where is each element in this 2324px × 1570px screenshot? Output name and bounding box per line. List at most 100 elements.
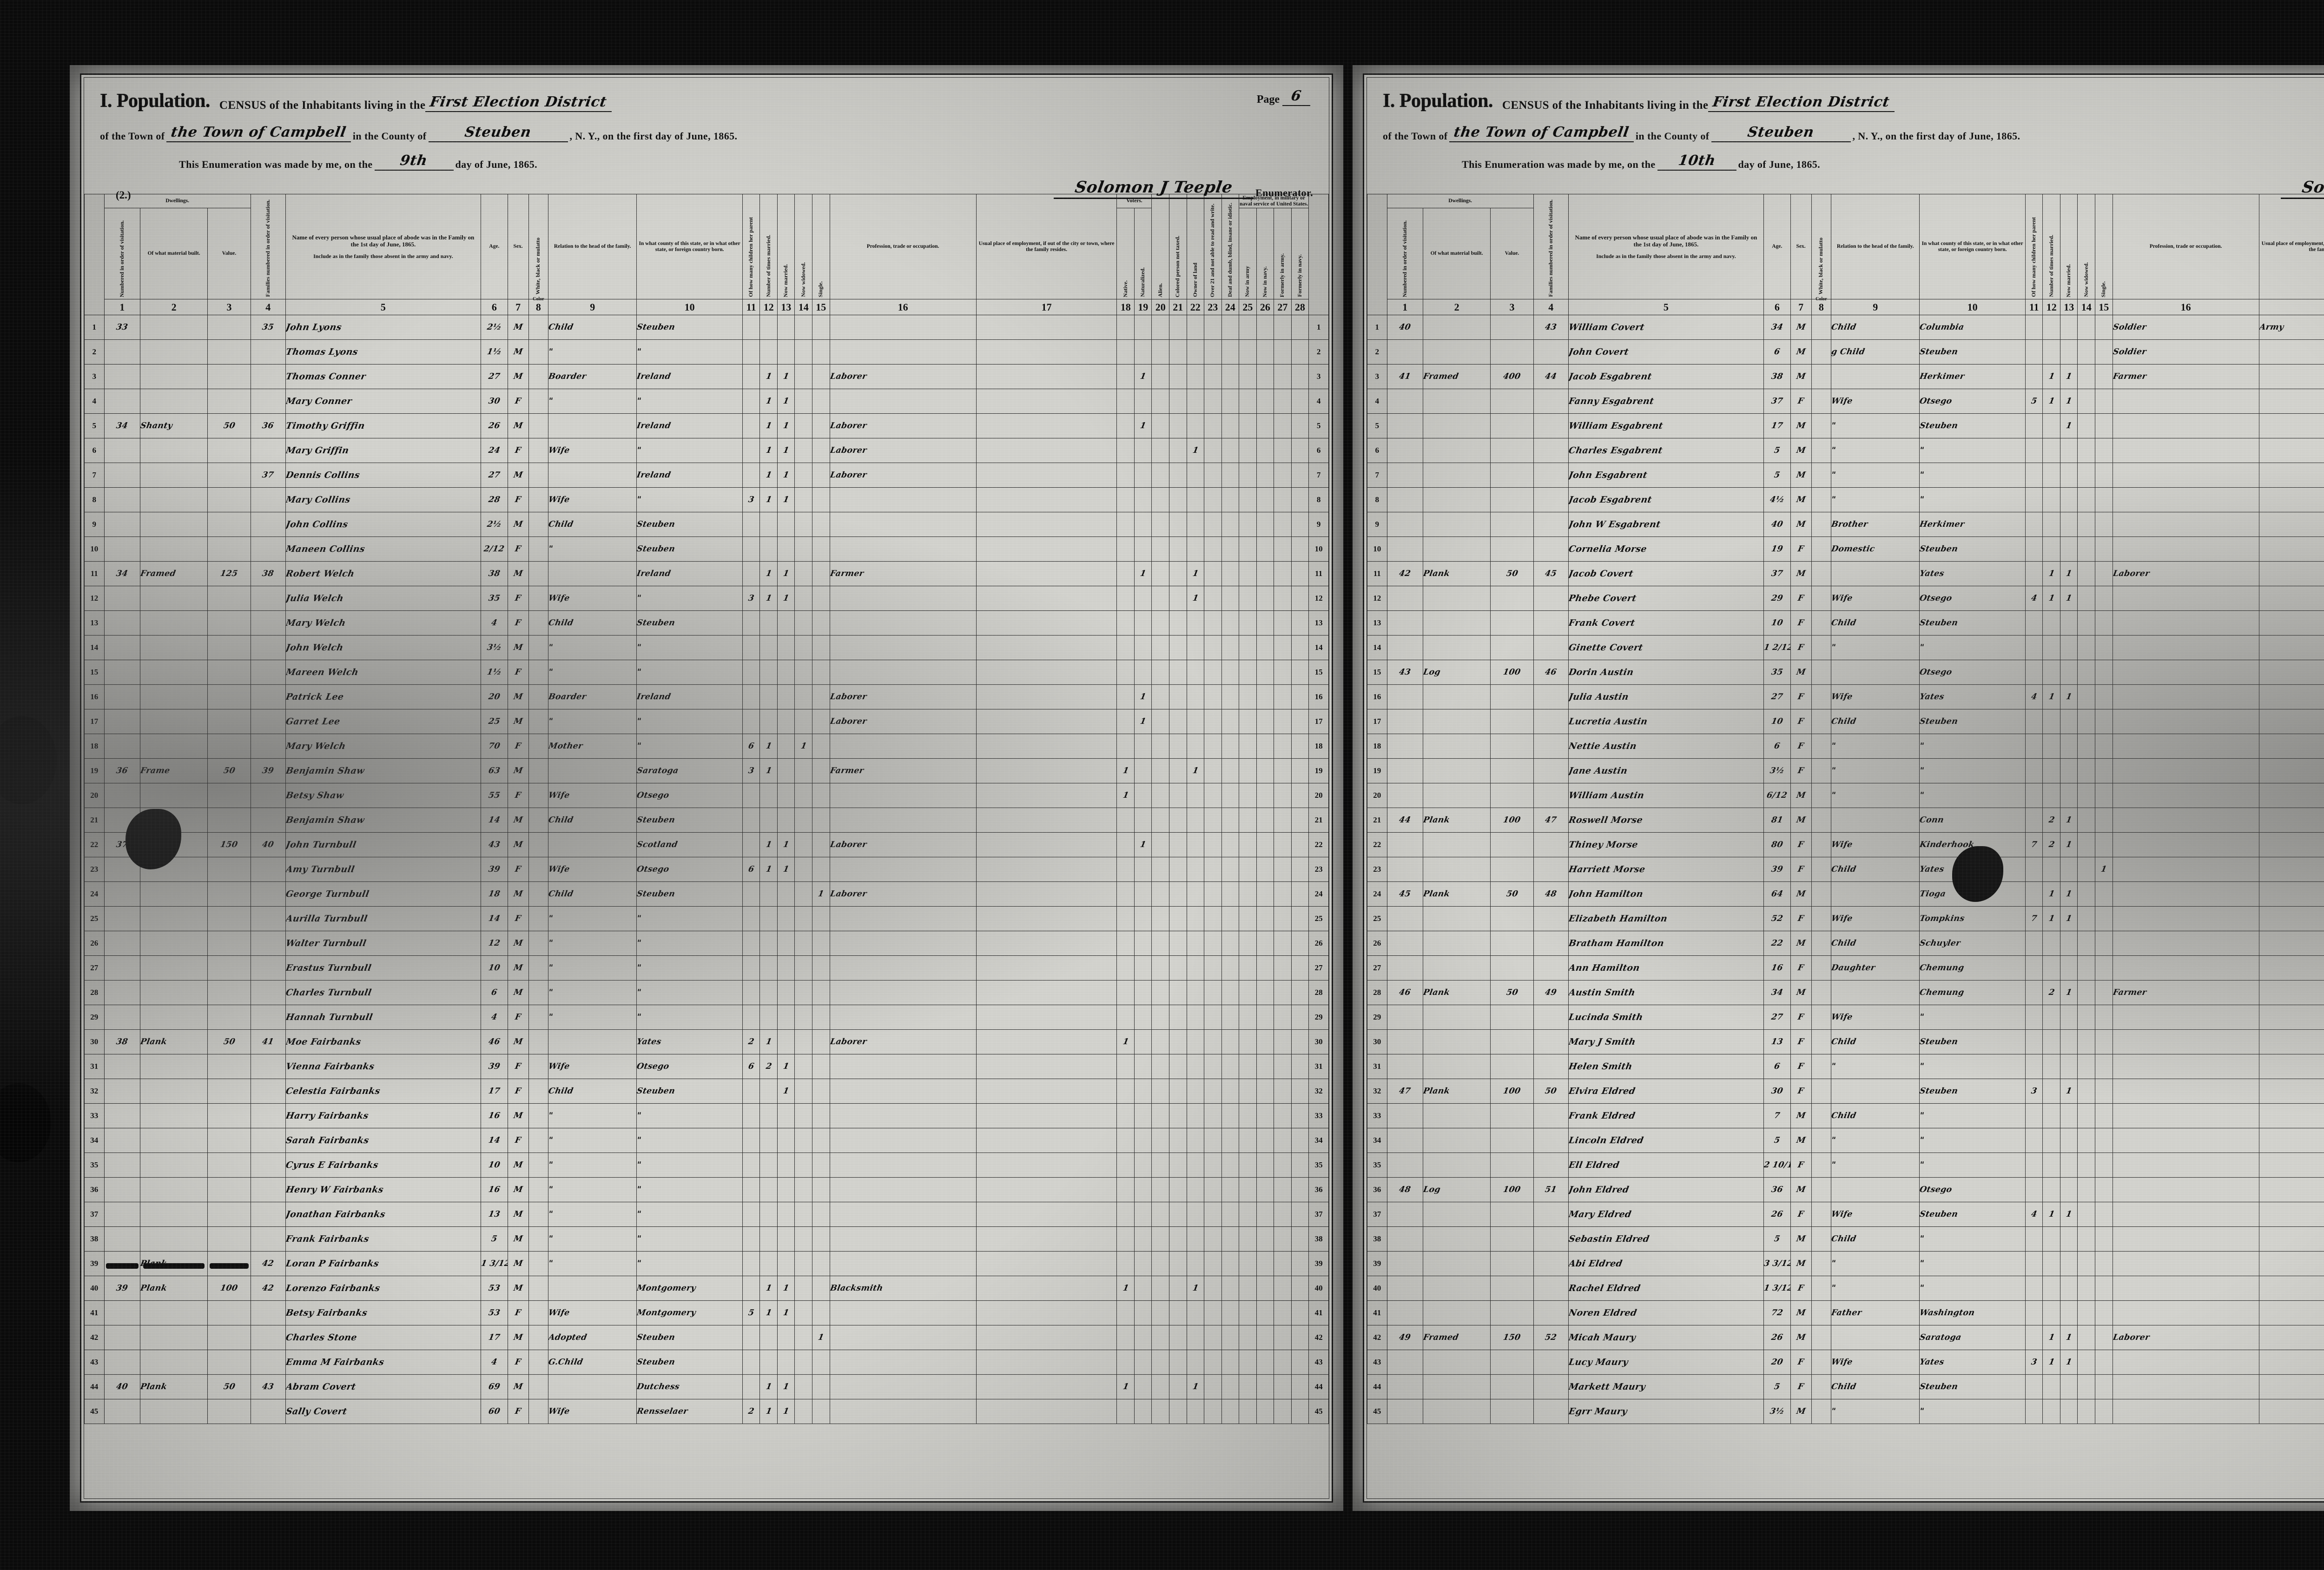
dwelling-value-cell[interactable] xyxy=(207,389,251,414)
now-married-cell[interactable] xyxy=(777,1350,795,1375)
family-number-cell[interactable]: 51 xyxy=(1533,1177,1569,1202)
person-name-cell[interactable]: Walter Turnbull xyxy=(285,931,482,956)
age-cell[interactable]: 17 xyxy=(1763,413,1791,438)
now-widowed-cell[interactable] xyxy=(2077,315,2095,340)
now-married-cell[interactable]: 1 xyxy=(2060,389,2078,414)
children-borne-cell[interactable] xyxy=(742,1153,760,1178)
family-number-cell[interactable] xyxy=(250,881,286,907)
cannot-read-write-cell[interactable] xyxy=(1204,734,1222,759)
owner-of-land-cell[interactable] xyxy=(1186,1029,1205,1054)
owner-of-land-cell[interactable] xyxy=(1186,832,1205,857)
dwelling-number-cell[interactable] xyxy=(1386,1128,1424,1153)
voter-naturalized-cell[interactable] xyxy=(1134,1103,1152,1128)
dwelling-value-cell[interactable]: 100 xyxy=(1490,808,1534,833)
now-married-cell[interactable] xyxy=(2060,537,2078,562)
cannot-read-write-cell[interactable] xyxy=(1204,389,1222,414)
single-cell[interactable] xyxy=(812,1029,830,1054)
family-number-cell[interactable]: 43 xyxy=(1533,315,1569,340)
now-married-cell[interactable]: 1 xyxy=(2060,413,2078,438)
relation-cell[interactable]: Father xyxy=(1831,1300,1920,1325)
now-married-cell[interactable] xyxy=(2060,1399,2078,1424)
now-in-army-cell[interactable] xyxy=(1239,906,1257,931)
color-cell[interactable] xyxy=(1811,832,1832,857)
now-widowed-cell[interactable] xyxy=(794,1177,812,1202)
family-number-cell[interactable] xyxy=(250,660,286,685)
cannot-read-write-cell[interactable] xyxy=(1204,758,1222,783)
person-name-cell[interactable]: John Lyons xyxy=(285,315,482,340)
relation-cell[interactable]: Child xyxy=(548,881,637,907)
place-of-employment-cell[interactable] xyxy=(976,1005,1117,1030)
dwelling-material-cell[interactable] xyxy=(140,931,208,956)
now-in-army-cell[interactable] xyxy=(1239,1276,1257,1301)
occupation-cell[interactable] xyxy=(829,1202,977,1227)
formerly-army-cell[interactable] xyxy=(1274,808,1292,833)
dwelling-number-cell[interactable] xyxy=(104,1079,141,1104)
deaf-blind-insane-cell[interactable] xyxy=(1221,980,1240,1005)
times-married-cell[interactable]: 1 xyxy=(759,438,778,463)
dwelling-value-cell[interactable] xyxy=(207,734,251,759)
dwelling-material-cell[interactable]: Framed xyxy=(140,561,208,586)
now-in-army-cell[interactable] xyxy=(1239,463,1257,488)
voter-naturalized-cell[interactable] xyxy=(1134,537,1152,562)
relation-cell[interactable] xyxy=(548,832,637,857)
deaf-blind-insane-cell[interactable] xyxy=(1221,1251,1240,1276)
times-married-cell[interactable] xyxy=(759,1153,778,1178)
now-in-navy-cell[interactable] xyxy=(1256,1350,1274,1375)
alien-cell[interactable] xyxy=(1151,1079,1169,1104)
formerly-navy-cell[interactable] xyxy=(1291,1202,1309,1227)
age-cell[interactable]: 22 xyxy=(1763,931,1791,956)
formerly-army-cell[interactable] xyxy=(1274,1374,1292,1399)
sex-cell[interactable]: M xyxy=(507,684,529,709)
children-borne-cell[interactable] xyxy=(2025,808,2043,833)
family-number-cell[interactable] xyxy=(1533,339,1569,364)
dwelling-value-cell[interactable] xyxy=(1490,758,1534,783)
dwelling-material-cell[interactable] xyxy=(1423,1005,1491,1030)
times-married-cell[interactable]: 1 xyxy=(2042,1325,2060,1350)
place-of-employment-cell[interactable] xyxy=(976,881,1117,907)
sex-cell[interactable]: M xyxy=(507,955,529,980)
color-cell[interactable] xyxy=(1811,1153,1832,1178)
sex-cell[interactable]: F xyxy=(507,783,529,808)
relation-cell[interactable]: " xyxy=(1831,413,1920,438)
formerly-army-cell[interactable] xyxy=(1274,980,1292,1005)
dwelling-material-cell[interactable] xyxy=(140,684,208,709)
formerly-army-cell[interactable] xyxy=(1274,1079,1292,1104)
now-widowed-cell[interactable] xyxy=(2077,1300,2095,1325)
table-row[interactable]: 21 Benjamin Shaw 14 M Child Steuben 21 xyxy=(84,808,1329,833)
children-borne-cell[interactable] xyxy=(742,537,760,562)
formerly-army-cell[interactable] xyxy=(1274,389,1292,414)
relation-cell[interactable]: " xyxy=(1831,635,1920,660)
now-married-cell[interactable] xyxy=(2060,1054,2078,1079)
place-of-employment-cell[interactable] xyxy=(976,1276,1117,1301)
birthplace-cell[interactable]: Yates xyxy=(1919,684,2026,709)
place-of-employment-cell[interactable] xyxy=(976,832,1117,857)
age-cell[interactable]: 3½ xyxy=(1763,758,1791,783)
alien-cell[interactable] xyxy=(1151,364,1169,389)
now-married-cell[interactable]: 1 xyxy=(777,1300,795,1325)
place-of-employment-cell[interactable] xyxy=(2258,463,2324,488)
now-married-cell[interactable]: 1 xyxy=(777,1276,795,1301)
voter-naturalized-cell[interactable] xyxy=(1134,1300,1152,1325)
dwelling-value-cell[interactable] xyxy=(1490,906,1534,931)
colored-not-taxed-cell[interactable] xyxy=(1169,586,1187,611)
single-cell[interactable] xyxy=(812,1350,830,1375)
birthplace-cell[interactable]: " xyxy=(1919,487,2026,512)
birthplace-cell[interactable]: Yates xyxy=(1919,561,2026,586)
now-widowed-cell[interactable] xyxy=(794,1374,812,1399)
sex-cell[interactable]: F xyxy=(507,610,529,636)
relation-cell[interactable]: " xyxy=(1831,1251,1920,1276)
person-name-cell[interactable]: Betsy Shaw xyxy=(285,783,482,808)
dwelling-value-cell[interactable] xyxy=(207,1399,251,1424)
now-in-army-cell[interactable] xyxy=(1239,561,1257,586)
place-of-employment-cell[interactable] xyxy=(2258,1251,2324,1276)
sex-cell[interactable]: F xyxy=(507,1399,529,1424)
age-cell[interactable]: 2/12 xyxy=(481,537,508,562)
dwelling-material-cell[interactable] xyxy=(1423,1374,1491,1399)
dwelling-value-cell[interactable] xyxy=(1490,586,1534,611)
person-name-cell[interactable]: Ginette Covert xyxy=(1568,635,1764,660)
single-cell[interactable]: 1 xyxy=(812,881,830,907)
color-cell[interactable] xyxy=(1811,734,1832,759)
